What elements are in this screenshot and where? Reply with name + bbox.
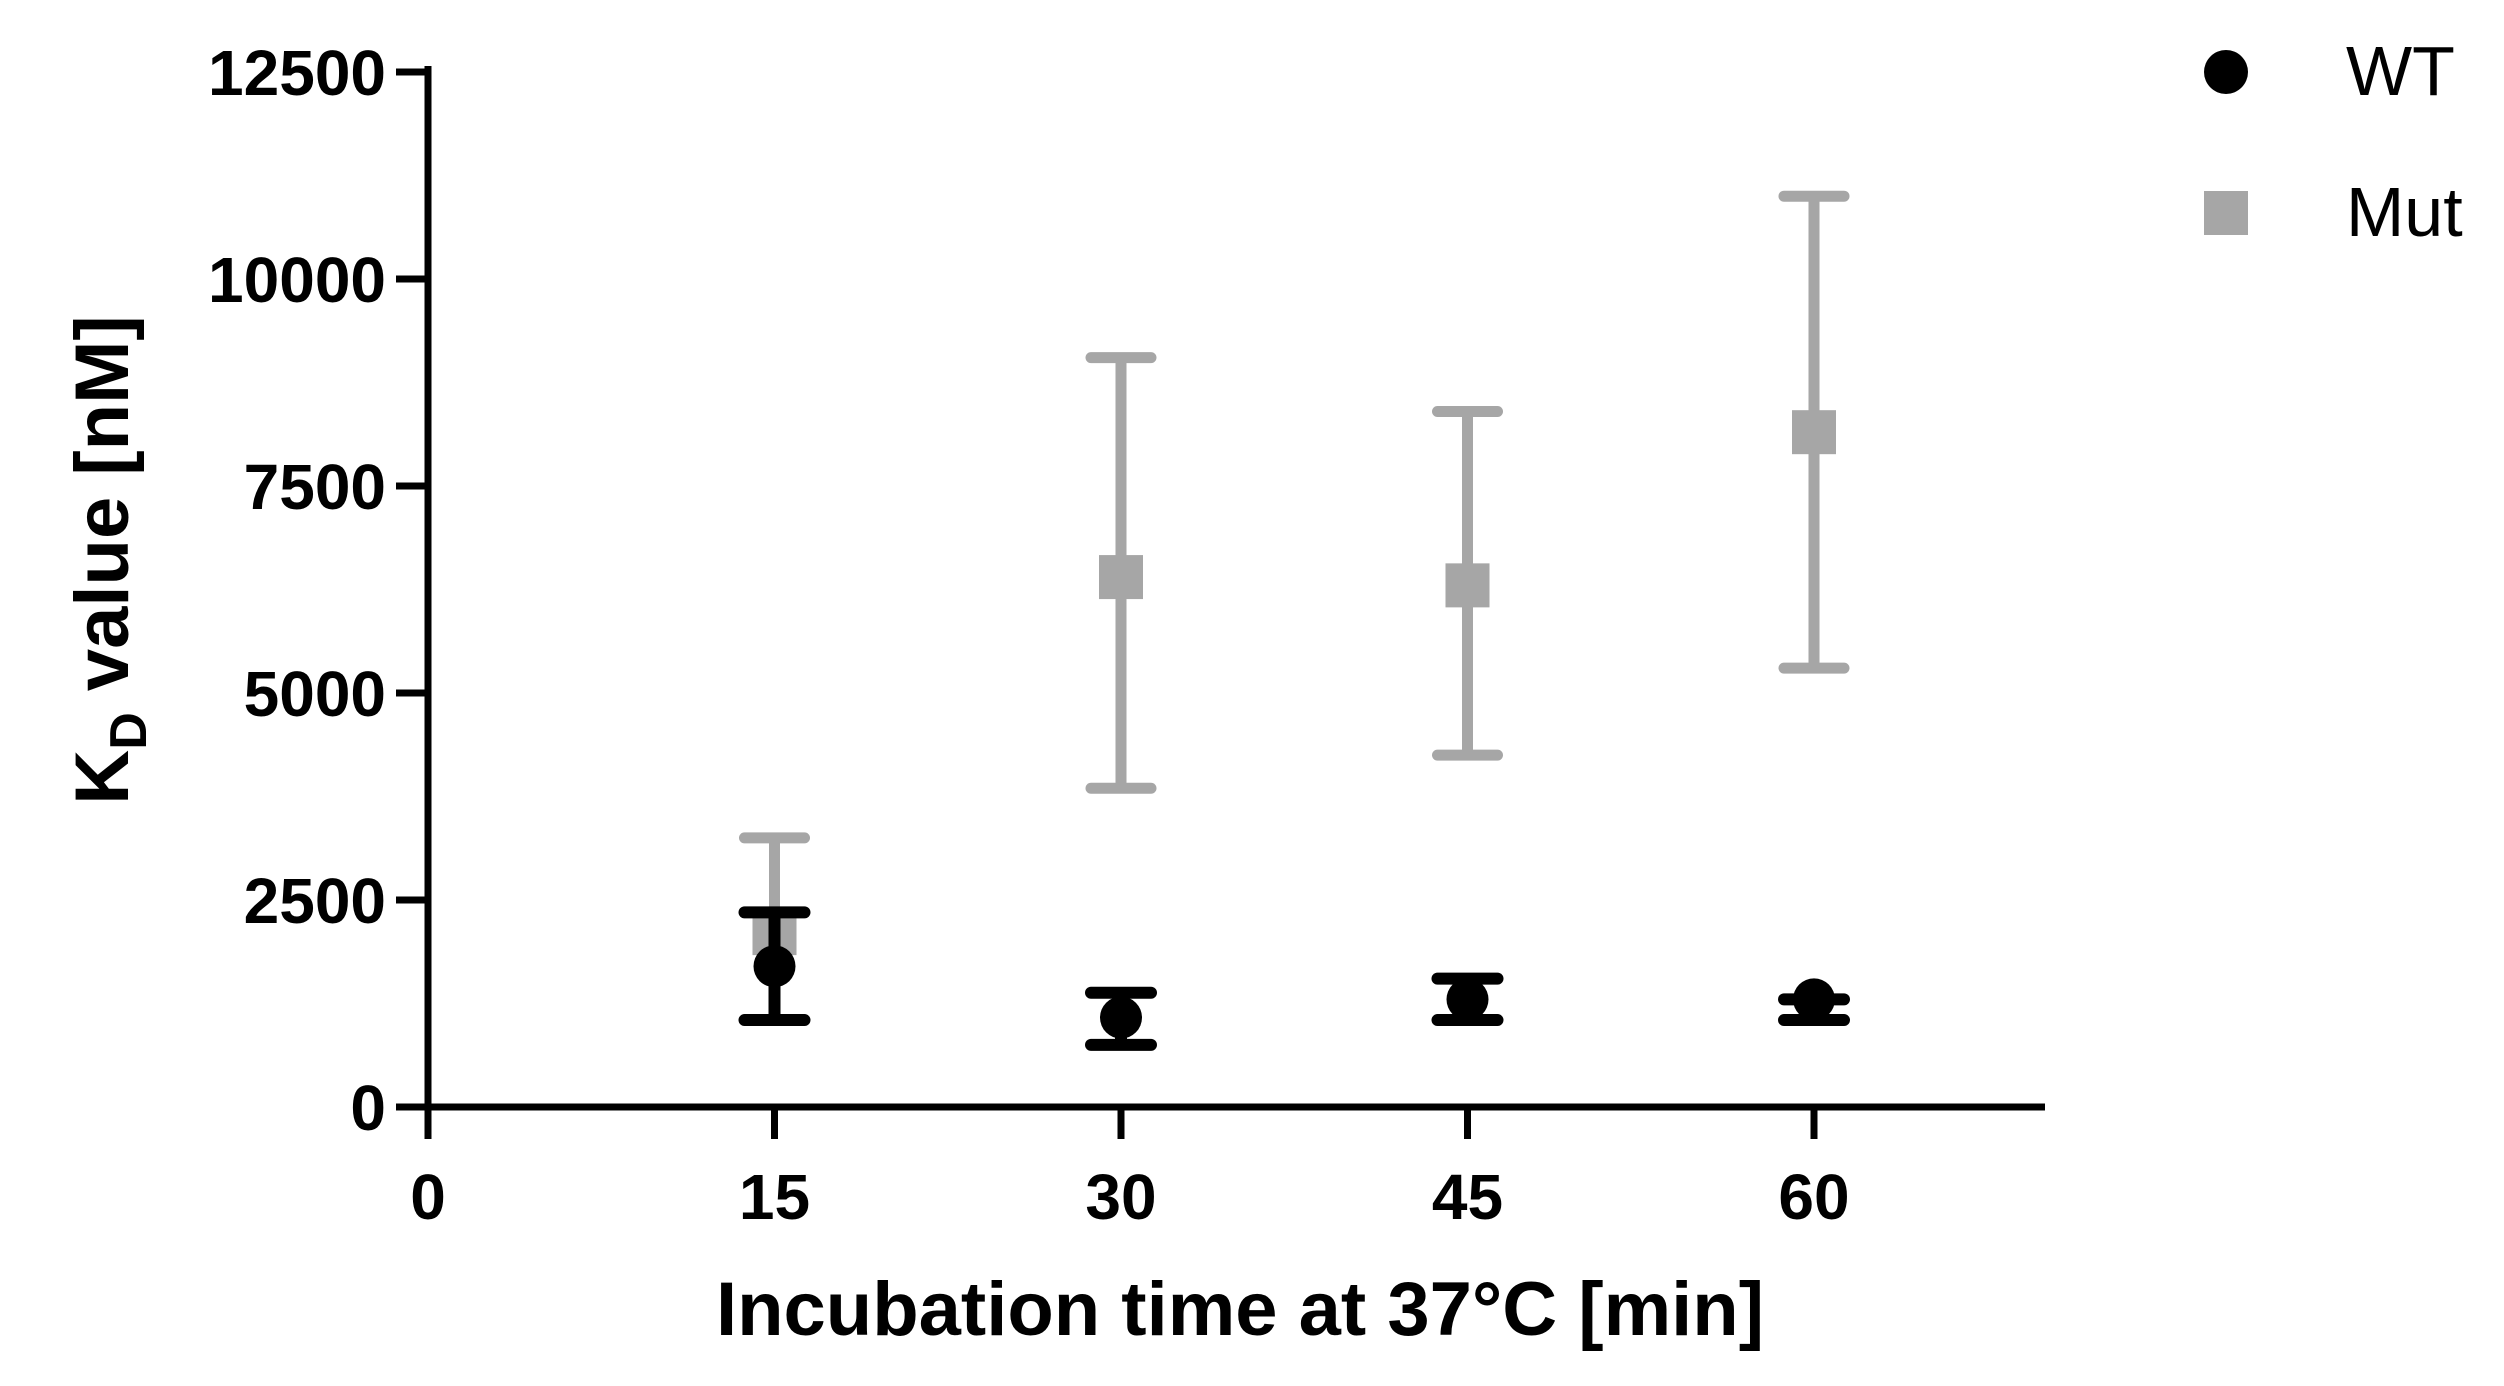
data-point-mut [1445, 563, 1490, 608]
x-tick-label: 0 [410, 1161, 446, 1233]
series-mut [739, 190, 1850, 1026]
data-point-wt [1100, 996, 1142, 1039]
x-tick-label: 60 [1778, 1161, 1849, 1233]
y-axis-title: KD value [nM] [60, 315, 158, 804]
x-tick-label: 15 [739, 1161, 810, 1233]
legend-label: WT [2346, 32, 2455, 110]
y-tick-label: 10000 [208, 244, 386, 316]
y-axis-title-rest: value [nM] [60, 315, 145, 712]
x-tick-label: 30 [1085, 1161, 1156, 1233]
y-axis-title-subscript: D [100, 712, 158, 750]
y-tick-label: 7500 [244, 451, 386, 523]
legend-label: Mut [2346, 173, 2463, 251]
series-layer [738, 190, 1850, 1051]
legend-marker-wt [2204, 50, 2248, 94]
data-point-wt [753, 945, 796, 988]
y-tick-label: 12500 [208, 37, 386, 109]
ticks: 0 2500 5000 7500 10000 12500 0 15 30 45 60 [208, 37, 1850, 1233]
series-wt [738, 906, 1850, 1051]
data-point-mut [1099, 555, 1143, 600]
y-tick-label: 2500 [244, 865, 386, 937]
y-tick-label: 0 [350, 1072, 386, 1144]
y-axis-title-main: K [60, 750, 145, 805]
axes [424, 66, 2045, 1111]
legend-marker-mut [2204, 191, 2248, 235]
data-point-wt [1793, 978, 1835, 1021]
x-tick-label: 45 [1432, 1161, 1503, 1233]
legend: WT Mut [2204, 32, 2463, 251]
y-tick-label: 5000 [244, 658, 386, 730]
x-axis-title: Incubation time at 37°C [min] [716, 1267, 1764, 1352]
data-point-wt [1446, 978, 1489, 1021]
data-point-mut [1792, 410, 1836, 455]
